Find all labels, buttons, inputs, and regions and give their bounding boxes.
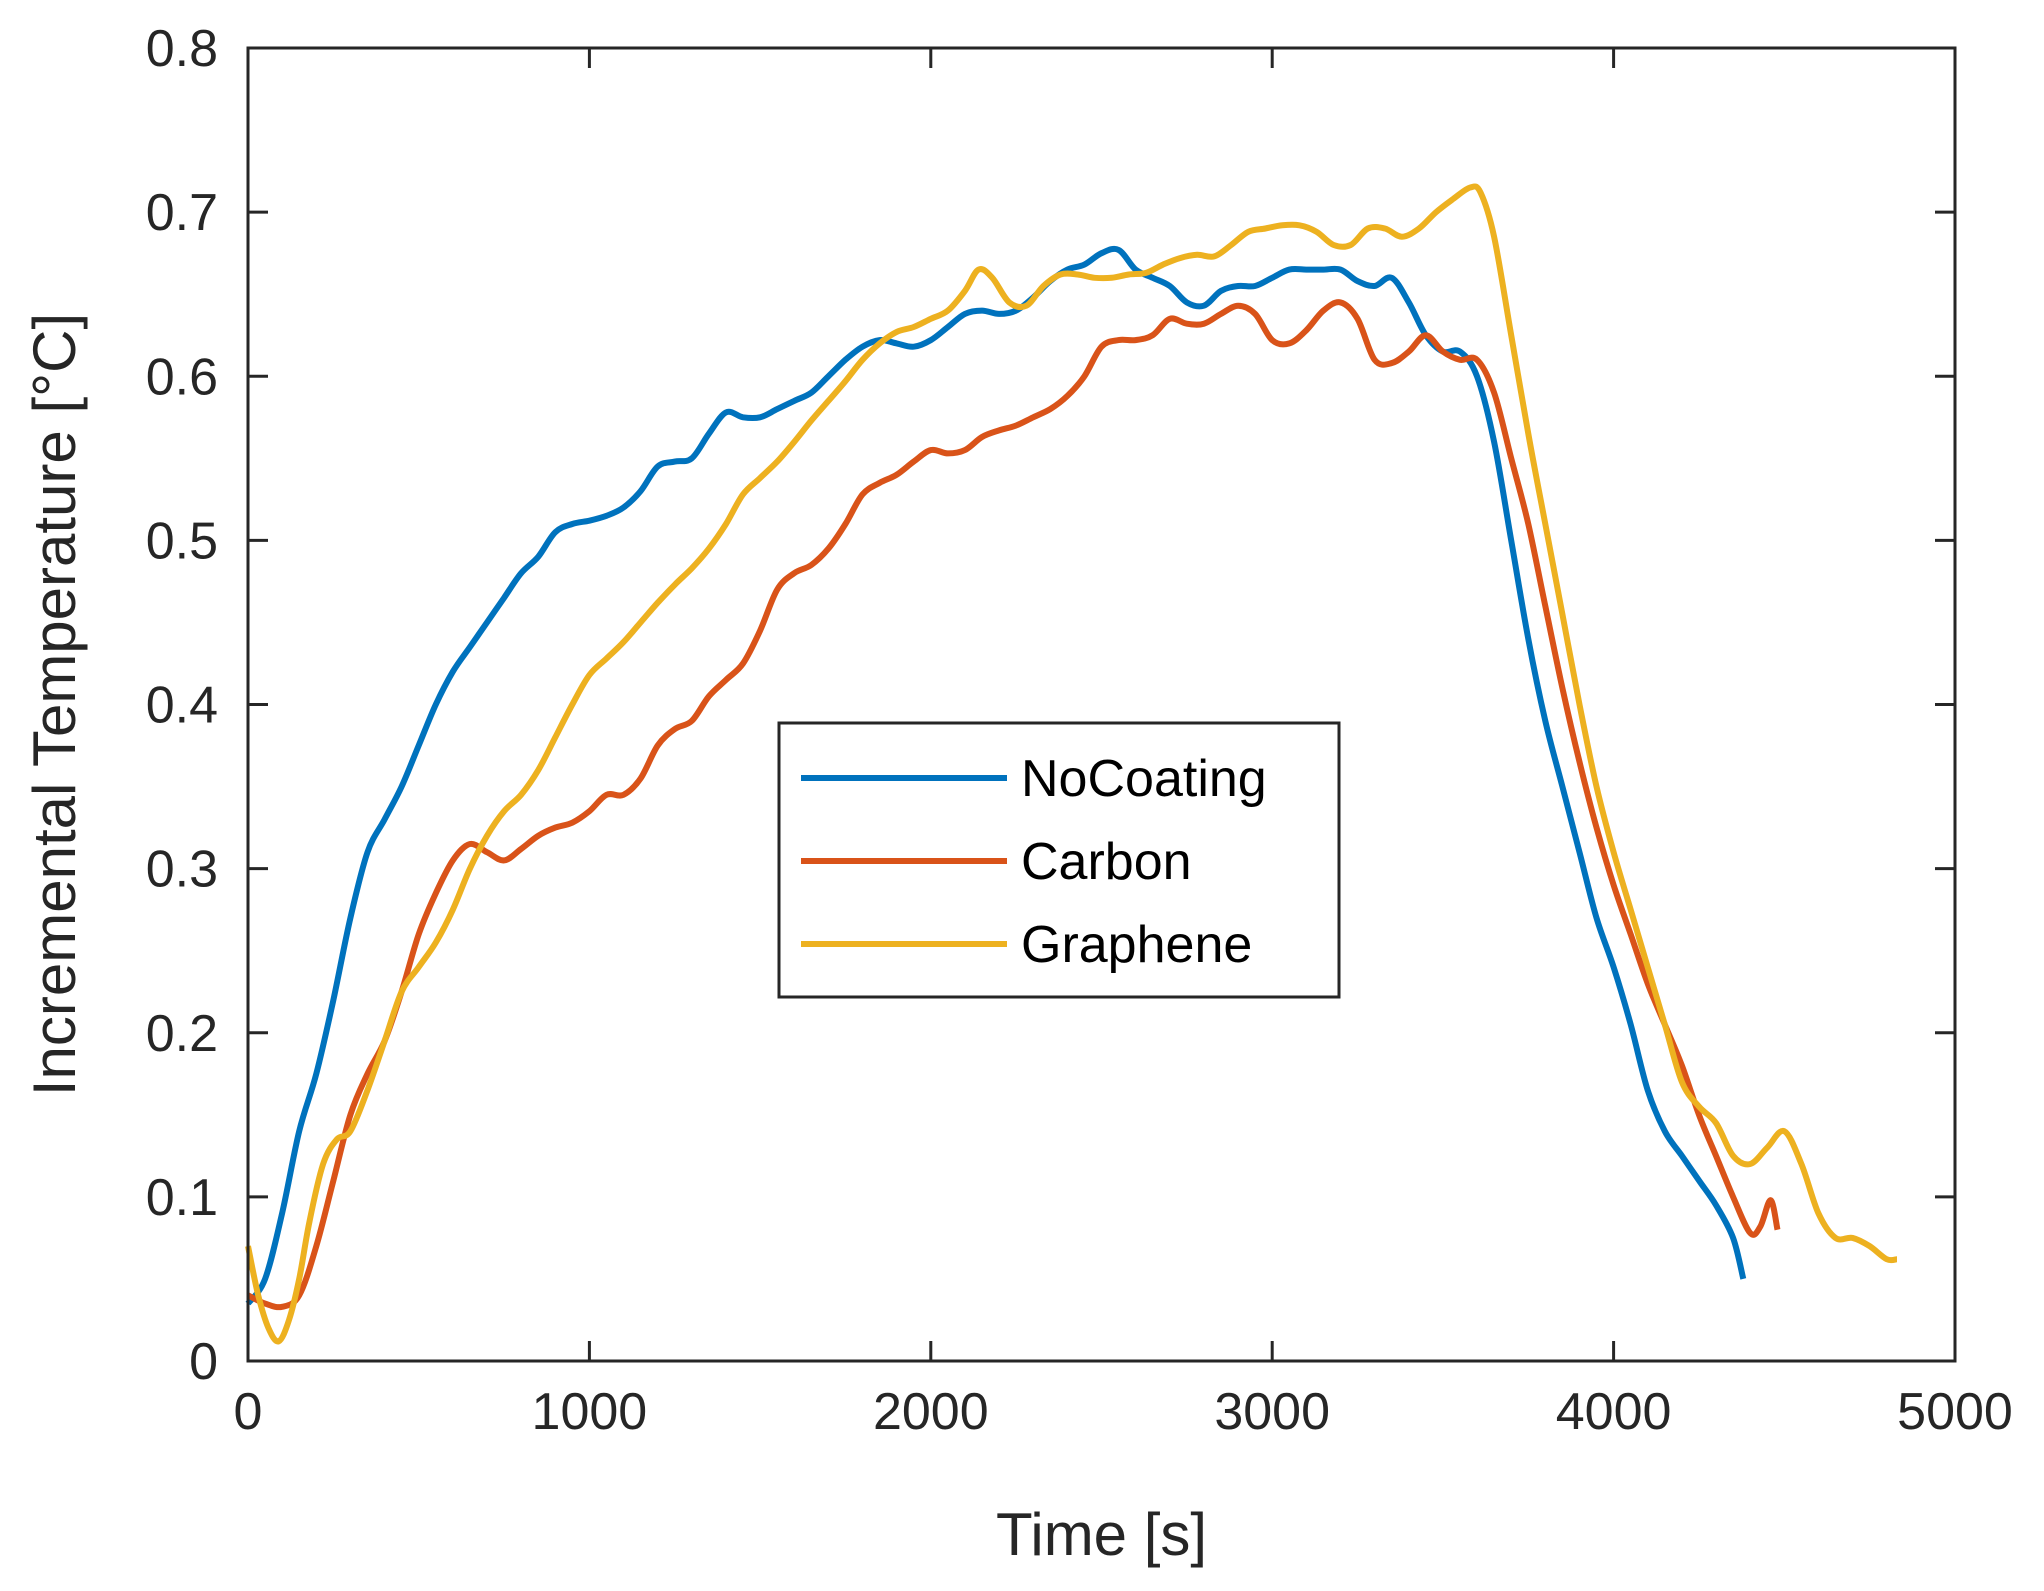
legend-label-carbon: Carbon [1021,833,1192,891]
x-tick-label: 1000 [532,1383,648,1441]
plot-area-box [246,46,1957,1363]
x-tick-label: 5000 [1897,1383,2013,1441]
legend: NoCoating Carbon Graphene [777,721,1341,999]
y-tick-label: 0 [189,1333,218,1391]
y-tick-label: 0.5 [146,512,218,570]
x-tick-label: 2000 [873,1383,989,1441]
y-axis-title: Incremental Temperature [°C] [21,313,88,1096]
y-tick-label: 0.2 [146,1005,218,1063]
series-line-carbon [246,299,1781,1311]
x-tick-label: 4000 [1556,1383,1672,1441]
x-axis-title: Time [s] [996,1501,1207,1568]
y-tick-label: 0.7 [146,184,218,242]
y-tick-label: 0.1 [146,1169,218,1227]
x-tick-label: 3000 [1214,1383,1330,1441]
y-tick-label: 0.8 [146,20,218,78]
legend-label-graphene: Graphene [1021,916,1252,974]
legend-label-nocoating: NoCoating [1021,750,1267,808]
y-tick-label: 0.4 [146,677,218,735]
y-tick-label: 0.6 [146,348,218,406]
series-line-nocoating [245,245,1747,1306]
series-line-graphene [245,183,1898,1345]
y-tick-label: 0.3 [146,841,218,899]
x-tick-label: 0 [234,1383,263,1441]
